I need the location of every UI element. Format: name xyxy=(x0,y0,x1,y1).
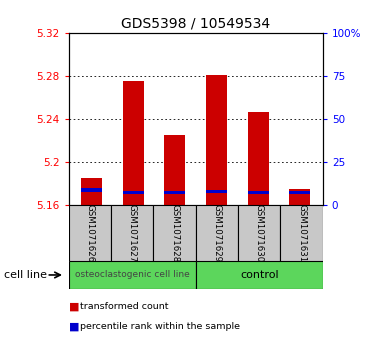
Text: GSM1071628: GSM1071628 xyxy=(170,204,179,262)
Text: GSM1071630: GSM1071630 xyxy=(255,204,264,262)
Text: transformed count: transformed count xyxy=(80,302,168,311)
Text: GSM1071627: GSM1071627 xyxy=(128,204,137,262)
Bar xyxy=(196,261,323,289)
Text: GSM1071626: GSM1071626 xyxy=(85,204,94,262)
Bar xyxy=(248,191,269,194)
Bar xyxy=(164,135,185,205)
Text: ■: ■ xyxy=(69,302,79,312)
Bar xyxy=(69,261,196,289)
Bar xyxy=(280,205,323,261)
Text: ■: ■ xyxy=(69,322,79,332)
Title: GDS5398 / 10549534: GDS5398 / 10549534 xyxy=(121,16,270,30)
Bar xyxy=(206,75,227,205)
Bar xyxy=(81,188,102,192)
Bar xyxy=(206,189,227,193)
Bar xyxy=(69,205,111,261)
Bar xyxy=(123,191,144,194)
Text: control: control xyxy=(240,270,279,280)
Text: cell line: cell line xyxy=(4,270,47,280)
Bar xyxy=(238,205,280,261)
Bar xyxy=(196,205,238,261)
Text: GSM1071631: GSM1071631 xyxy=(297,204,306,262)
Text: osteoclastogenic cell line: osteoclastogenic cell line xyxy=(75,270,190,280)
Bar xyxy=(81,178,102,205)
Bar xyxy=(164,191,185,194)
Bar xyxy=(248,113,269,205)
Bar xyxy=(289,191,310,194)
Text: GSM1071629: GSM1071629 xyxy=(212,204,221,262)
Bar xyxy=(289,189,310,205)
Bar xyxy=(123,81,144,205)
Text: percentile rank within the sample: percentile rank within the sample xyxy=(80,322,240,331)
Bar xyxy=(153,205,196,261)
Bar xyxy=(111,205,153,261)
